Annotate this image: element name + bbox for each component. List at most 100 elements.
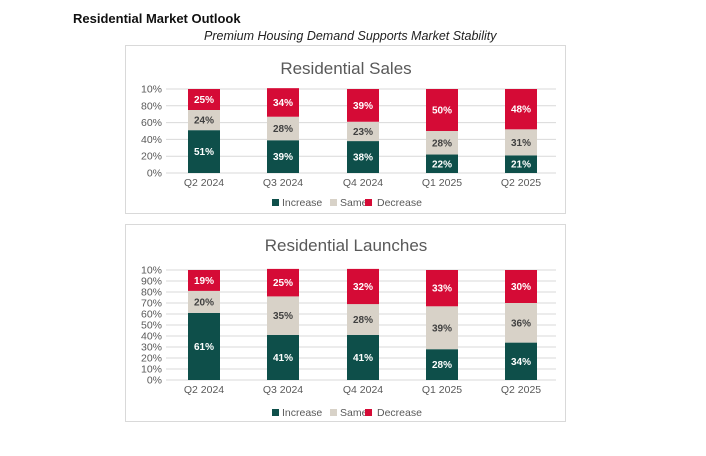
y-tick-label: 30% [141,342,162,354]
data-label-decrease: 30% [511,282,531,293]
bar-same-q2-2025 [505,303,537,343]
x-tick-label: Q2 2025 [501,177,541,189]
data-label-decrease: 48% [511,105,531,116]
legend-swatch-decrease [365,409,372,416]
bar-same-q2-2024 [188,110,220,131]
x-tick-label: Q2 2024 [184,177,224,189]
bar-increase-q4-2024 [347,141,379,173]
legend-swatch-decrease [365,199,372,206]
residential-launches-chart: Residential Launches0%10%20%30%40%50%60%… [141,236,556,419]
bar-decrease-q2-2025 [505,270,537,303]
data-label-increase: 41% [273,353,293,364]
bar-increase-q2-2025 [505,155,537,173]
x-tick-label: Q1 2025 [422,384,462,396]
bar-same-q1-2025 [426,306,458,350]
y-tick-label: 10% [141,364,162,376]
data-label-same: 35% [273,311,293,322]
page-title: Residential Market Outlook [73,11,241,26]
y-tick-label: 10% [141,265,162,277]
x-tick-label: Q4 2024 [343,177,383,189]
bar-same-q4-2024 [347,121,379,142]
data-label-increase: 34% [511,357,531,368]
y-tick-label: 80% [141,287,162,299]
legend-swatch-same [330,409,337,416]
y-tick-label: 50% [141,320,162,332]
data-label-increase: 39% [273,152,293,163]
data-label-decrease: 50% [432,106,452,117]
bar-increase-q4-2024 [347,334,379,380]
bar-same-q1-2025 [426,131,458,155]
data-label-increase: 41% [353,353,373,364]
legend-label-same: Same [340,407,368,419]
chart-title: Residential Sales [280,59,411,78]
bar-same-q2-2025 [505,129,537,156]
y-tick-label: 60% [141,309,162,321]
residential-launches-chart-card: Residential Launches 0% 10% 20% 30% 40% 50% 60%… [125,224,566,422]
bar-decrease-q4-2024 [347,268,379,305]
legend-label-increase: Increase [282,197,322,209]
data-label-same: 28% [273,124,293,135]
bar-decrease-q2-2024 [188,270,220,291]
bar-decrease-q2-2025 [505,89,537,130]
x-tick-label: Q2 2024 [184,384,224,396]
bar-increase-q2-2024 [188,312,220,380]
bar-same-q2-2024 [188,290,220,313]
bar-same-q3-2024 [267,296,299,335]
bar-increase-q1-2025 [426,349,458,380]
data-label-same: 24% [194,116,214,127]
legend-swatch-increase [272,409,279,416]
data-label-increase: 21% [511,160,531,171]
data-label-same: 20% [194,297,214,308]
y-tick-label: 80% [141,100,162,112]
bar-decrease-q1-2025 [426,89,458,131]
bar-increase-q2-2024 [188,130,220,173]
x-tick-label: Q1 2025 [422,177,462,189]
data-label-decrease: 34% [273,98,293,109]
data-label-increase: 28% [432,360,452,371]
bar-increase-q3-2024 [267,140,299,173]
bar-same-q3-2024 [267,116,299,141]
data-label-increase: 38% [353,153,373,164]
residential-sales-chart: Residential Sales 0% 20% 40% 60% 80% 10% 51% 24%… [141,59,556,209]
page-subtitle: Premium Housing Demand Supports Market S… [204,29,497,43]
data-label-same: 28% [432,138,452,149]
legend-label-same: Same [340,197,368,209]
data-label-decrease: 39% [353,101,373,112]
bar-increase-q3-2024 [267,334,299,380]
data-label-decrease: 25% [273,278,293,289]
y-tick-label: 20% [141,353,162,365]
y-tick-label: 60% [141,117,162,129]
data-label-same: 31% [511,138,531,149]
data-label-increase: 51% [194,147,214,158]
y-tick-label: 40% [141,134,162,146]
data-label-same: 23% [353,127,373,138]
y-tick-label: 0% [147,375,162,387]
legend-label-increase: Increase [282,407,322,419]
bar-decrease-q1-2025 [426,270,458,307]
bar-increase-q1-2025 [426,154,458,173]
data-label-decrease: 32% [353,282,373,293]
x-tick-label: Q3 2024 [263,177,303,189]
x-tick-label: Q2 2025 [501,384,541,396]
y-tick-label: 70% [141,298,162,310]
data-label-decrease: 25% [194,95,214,106]
y-tick-label: 90% [141,276,162,288]
data-label-same: 39% [432,323,452,334]
data-label-increase: 61% [194,342,214,353]
y-tick-label: 0% [147,168,162,180]
legend-swatch-same [330,199,337,206]
legend-label-decrease: Decrease [377,407,422,419]
bar-decrease-q4-2024 [347,89,379,122]
residential-sales-chart-card: Residential Sales 0% 20% 40% 60% 80% 10% 51% 24%… [125,45,566,214]
chart-title: Residential Launches [265,236,428,255]
data-label-decrease: 19% [194,276,214,287]
x-tick-label: Q4 2024 [343,384,383,396]
x-tick-label: Q3 2024 [263,384,303,396]
data-label-same: 36% [511,318,531,329]
y-tick-label: 10% [141,84,162,96]
data-label-decrease: 33% [432,284,452,295]
bar-decrease-q3-2024 [267,88,299,117]
bar-same-q4-2024 [347,304,379,335]
data-label-increase: 22% [432,159,452,170]
bar-decrease-q3-2024 [267,268,299,297]
